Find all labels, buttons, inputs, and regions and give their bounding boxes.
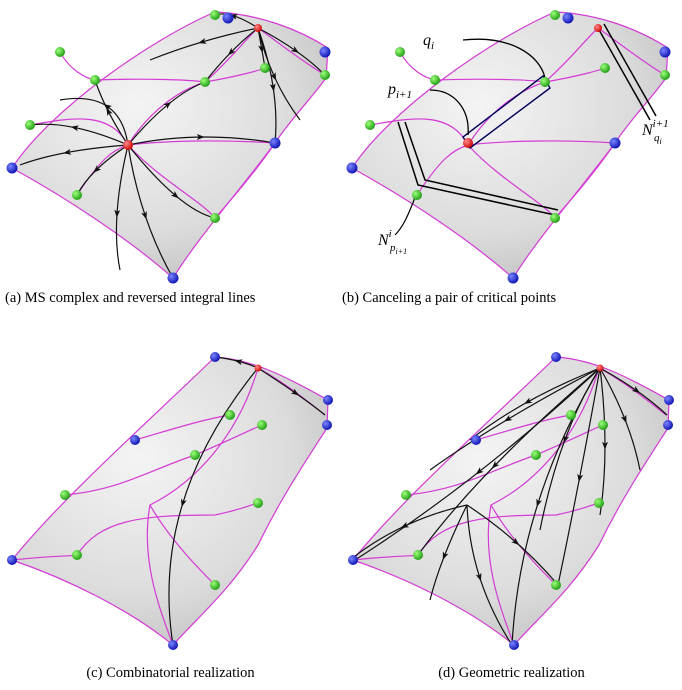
critical-point — [660, 47, 671, 58]
critical-point — [600, 63, 610, 73]
critical-point — [123, 140, 133, 150]
caption: (c) Combinatorial realization — [0, 664, 341, 682]
critical-point — [72, 190, 82, 200]
label-p: pi+1 — [387, 81, 412, 101]
critical-point — [7, 555, 17, 565]
critical-point — [594, 498, 604, 508]
critical-point — [664, 395, 674, 405]
critical-point — [323, 395, 333, 405]
critical-point — [508, 273, 519, 284]
critical-point — [168, 273, 179, 284]
critical-point — [663, 420, 673, 430]
critical-point — [540, 77, 550, 87]
critical-point — [401, 490, 411, 500]
critical-point — [254, 24, 262, 32]
critical-point — [253, 498, 263, 508]
critical-point — [190, 450, 200, 460]
critical-point — [25, 120, 35, 130]
critical-point — [72, 550, 82, 560]
critical-point — [225, 410, 235, 420]
critical-point — [322, 420, 332, 430]
critical-point — [395, 47, 405, 57]
critical-point — [90, 75, 100, 85]
critical-point — [597, 365, 604, 372]
critical-point — [210, 10, 220, 20]
critical-point — [531, 450, 541, 460]
critical-point — [347, 163, 358, 174]
critical-point — [610, 138, 621, 149]
critical-point — [660, 70, 670, 80]
caption: (b) Canceling a pair of critical points — [342, 289, 680, 307]
critical-point — [348, 555, 358, 565]
caption: (a) MS complex and reversed integral lin… — [5, 289, 335, 307]
critical-point — [260, 63, 270, 73]
critical-point — [60, 490, 70, 500]
figure: qi pi+1 Ni+1qi Nipi+1 (a) MS complex and… — [0, 0, 682, 690]
critical-point — [598, 420, 608, 430]
critical-point — [320, 47, 331, 58]
critical-point — [200, 77, 210, 87]
critical-point — [7, 163, 18, 174]
critical-point — [55, 47, 65, 57]
label-q: qi — [423, 32, 434, 52]
critical-point — [463, 138, 473, 148]
critical-point — [551, 580, 561, 590]
critical-point — [412, 190, 422, 200]
critical-point — [563, 13, 574, 24]
critical-point — [257, 420, 267, 430]
critical-point — [430, 75, 440, 85]
critical-point — [223, 13, 234, 24]
critical-point — [471, 435, 481, 445]
critical-point — [550, 10, 560, 20]
critical-point — [365, 120, 375, 130]
critical-point — [550, 213, 560, 223]
critical-point — [168, 640, 178, 650]
critical-point — [320, 70, 330, 80]
critical-point — [551, 352, 561, 362]
critical-point — [413, 550, 423, 560]
critical-point — [210, 352, 220, 362]
critical-point — [255, 365, 262, 372]
critical-point — [210, 213, 220, 223]
figure-drawing: qi pi+1 Ni+1qi Nipi+1 — [0, 0, 682, 690]
critical-point — [270, 138, 281, 149]
critical-point — [130, 435, 140, 445]
critical-point — [566, 410, 576, 420]
caption: (d) Geometric realization — [341, 664, 682, 682]
critical-point — [509, 640, 519, 650]
critical-point — [210, 580, 220, 590]
critical-point — [594, 24, 602, 32]
